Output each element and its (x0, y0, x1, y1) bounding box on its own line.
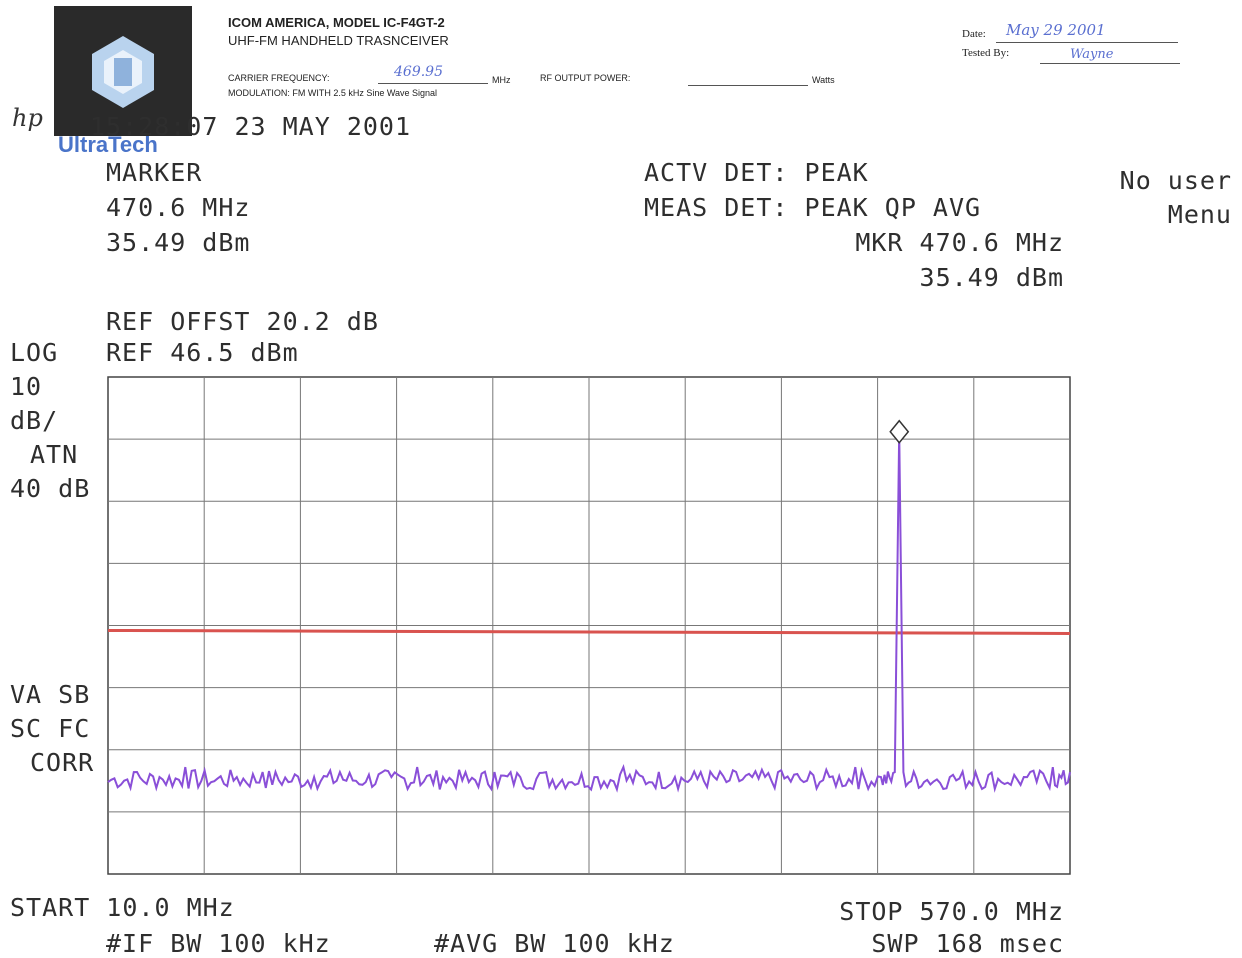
measure-detector: MEAS DET: PEAK QP AVG (644, 193, 982, 222)
tested-by-value: Wayne (1070, 47, 1114, 62)
attenuation-label: ATN (30, 440, 79, 469)
marker-label: MARKER (106, 158, 203, 187)
status-va-sb: VA SB (10, 680, 91, 709)
sweep-time: SWP 168 msec (871, 929, 1064, 958)
hp-logo: hp (12, 104, 43, 132)
rf-power-label: RF OUTPUT POWER: (540, 73, 631, 83)
marker-diamond (889, 419, 910, 444)
logo-mark-icon (92, 36, 154, 108)
scale-div-unit: dB/ (10, 406, 59, 435)
mkr-frequency: MKR 470.6 MHz (855, 228, 1064, 257)
softkey-menu-line2: Menu (1167, 200, 1232, 229)
ref-level: REF 46.5 dBm (106, 338, 299, 367)
avg-bandwidth: #AVG BW 100 kHz (434, 929, 675, 958)
carrier-value: 469.95 (394, 64, 443, 80)
carrier-unit: MHz (492, 75, 511, 85)
attenuation-value: 40 dB (10, 474, 91, 503)
brand-name: UltraTech (58, 132, 158, 157)
start-frequency: START 10.0 MHz (10, 893, 235, 922)
carrier-label: CARRIER FREQUENCY: (228, 73, 330, 83)
limit-line (107, 628, 1071, 635)
scale-div-value: 10 (10, 372, 43, 401)
date-value: May 29 2001 (1006, 21, 1106, 39)
if-bandwidth: #IF BW 100 kHz (106, 929, 331, 958)
rf-power-unit: Watts (812, 75, 835, 85)
ultratech-logo (54, 6, 192, 136)
status-corr: CORR (30, 748, 95, 777)
spectrum-trace (107, 431, 1071, 793)
status-sc-fc: SC FC (10, 714, 91, 743)
ref-offset: REF OFFST 20.2 dB (106, 307, 379, 336)
active-detector: ACTV DET: PEAK (644, 158, 869, 187)
header-subtitle: UHF-FM HANDHELD TRASNCEIVER (228, 33, 449, 48)
timestamp: 15:28:07 23 MAY 2001 (90, 112, 412, 141)
marker-frequency: 470.6 MHz (106, 193, 251, 222)
scale-log: LOG (10, 338, 59, 367)
stop-frequency: STOP 570.0 MHz (839, 897, 1064, 926)
mkr-level: 35.49 dBm (919, 263, 1064, 292)
softkey-menu-line1: No user (1119, 166, 1232, 195)
marker-level: 35.49 dBm (106, 228, 251, 257)
modulation-text: MODULATION: FM WITH 2.5 kHz Sine Wave Si… (228, 88, 438, 98)
tested-by-label: Tested By: (962, 47, 1010, 59)
date-label: Date: (962, 28, 986, 40)
header-title: ICOM AMERICA, MODEL IC-F4GT-2 (228, 15, 445, 30)
